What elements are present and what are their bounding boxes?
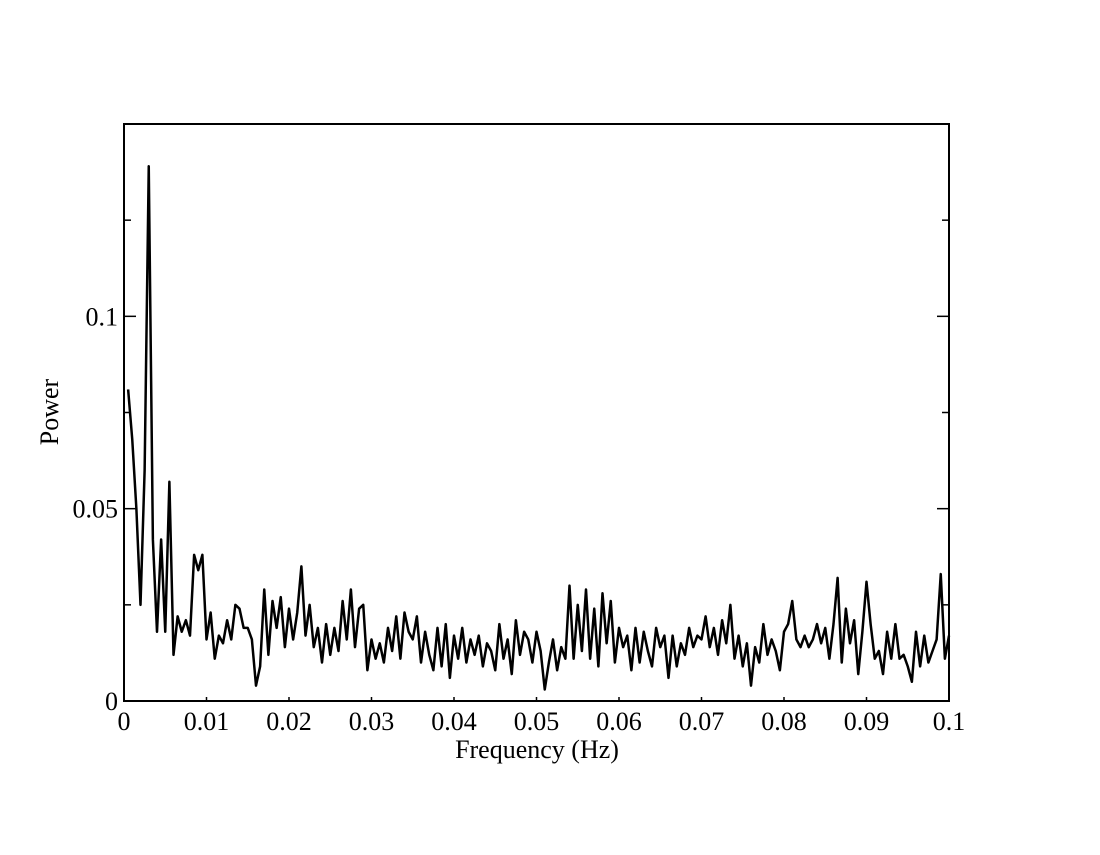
- x-tick-label: 0.04: [431, 707, 477, 736]
- x-tick-label: 0.02: [266, 707, 312, 736]
- x-tick-label: 0.09: [844, 707, 890, 736]
- x-tick-label: 0.06: [596, 707, 642, 736]
- y-tick-label: 0.1: [86, 302, 119, 331]
- x-tick-label: 0.1: [933, 707, 966, 736]
- x-tick-label: 0: [118, 707, 131, 736]
- y-axis-label: Power: [35, 378, 64, 445]
- y-tick-label: 0.05: [73, 495, 119, 524]
- x-tick-label: 0.08: [761, 707, 807, 736]
- x-tick-label: 0.01: [184, 707, 230, 736]
- x-tick-label: 0.07: [679, 707, 725, 736]
- y-tick-label: 0: [105, 687, 118, 716]
- plot-frame: [123, 123, 950, 702]
- data-line: [126, 165, 951, 691]
- x-tick-label: 0.05: [514, 707, 560, 736]
- x-axis-label: Frequency (Hz): [455, 735, 619, 764]
- x-tick-label: 0.03: [349, 707, 395, 736]
